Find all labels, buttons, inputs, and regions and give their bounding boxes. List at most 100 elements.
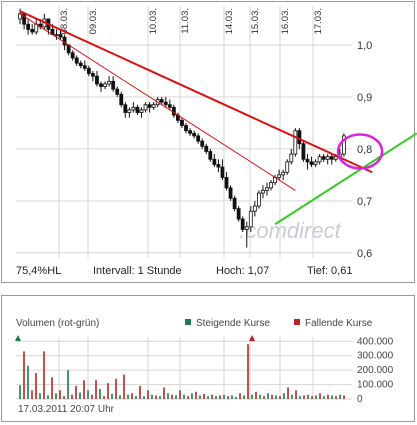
price-x-tick-label: 16.03. [280, 8, 291, 34]
candle-body [317, 156, 322, 163]
candle-body [325, 156, 330, 160]
candle-body [289, 153, 294, 163]
price-x-tick-label: 09.03. [88, 8, 99, 34]
candle-body [204, 145, 209, 152]
price-x-tick-label: 15.03. [250, 8, 261, 34]
candle-body [135, 106, 140, 113]
candle-body [143, 104, 148, 111]
candle-body [26, 23, 31, 30]
price-y-tick-label: 0,7 [357, 196, 372, 208]
volume-title: Volumen (rot-grün) [16, 318, 99, 329]
candle-body [127, 109, 132, 113]
candle-body [82, 65, 87, 69]
legend-rising-label: Steigende Kurse [196, 318, 270, 329]
volume-y-labels: 400.000 300.000 200.000 100.000 0 [357, 336, 394, 405]
candle-body [159, 99, 164, 103]
volume-bars [19, 344, 345, 399]
price-x-tick-label: 11.03. [180, 8, 191, 34]
volume-arrows [15, 335, 255, 341]
volume-grid [16, 337, 352, 400]
price-y-labels: 1,0 0,9 0,8 0,7 0,6 [357, 40, 372, 260]
price-grid [16, 6, 352, 258]
info-low: Tief: 0,61 [307, 265, 353, 277]
candle-body [265, 187, 269, 191]
candle-body [95, 75, 99, 85]
candle-body [309, 161, 314, 165]
candle-body [261, 190, 265, 194]
price-x-tick-label: 17.03. [313, 8, 324, 34]
candle-body [99, 83, 103, 87]
candle-body [70, 52, 75, 59]
candle-body [196, 135, 201, 142]
candle-body [74, 57, 79, 64]
legend-falling-label: Fallende Kurse [305, 318, 373, 329]
highlight-marker [336, 133, 384, 170]
candle-body [107, 80, 112, 85]
candle-body [151, 104, 156, 108]
candle-body [200, 140, 205, 147]
candle-body [329, 156, 334, 160]
candle-body [78, 62, 83, 67]
price-x-labels: 08.03. 09.03. 10.03. 11.03. 14.03. 15.03. 16.0… [59, 8, 324, 34]
price-y-tick-label: 0,6 [357, 248, 372, 260]
candle-body [167, 104, 172, 108]
price-x-tick-label: 08.03. [59, 8, 70, 34]
info-high: Hoch: 1,07 [216, 265, 270, 277]
candle-body [119, 93, 124, 106]
candle-body [212, 158, 217, 165]
candle-body [236, 208, 241, 220]
candle-body [180, 119, 184, 126]
candle-body [86, 67, 91, 74]
candle-body [216, 164, 221, 168]
highlight-circle [336, 133, 384, 170]
candle-body [192, 132, 197, 137]
candle-body [184, 125, 188, 132]
info-interval: Intervall: 1 Stunde [93, 265, 182, 277]
candle-body [58, 34, 63, 38]
price-y-tick-label: 0,8 [357, 144, 372, 156]
candle-body [244, 226, 249, 230]
volume-overflow-arrow-rising [15, 335, 21, 341]
candle-body [224, 177, 229, 189]
candle-body [277, 174, 282, 178]
volume-chart-panel [1, 295, 415, 422]
candle-body [301, 143, 306, 160]
trendline [19, 10, 373, 174]
candle-body [305, 158, 310, 163]
price-x-tick-label: 10.03. [148, 8, 159, 34]
candle-body [248, 210, 253, 228]
candle-body [139, 109, 144, 113]
volume-y-tick-label: 200.000 [357, 365, 394, 376]
candle-body [54, 34, 59, 36]
candle-body [115, 88, 120, 95]
candle-body [188, 130, 192, 134]
candle-body [163, 101, 168, 106]
candle-body [91, 73, 95, 77]
candle-body [103, 83, 107, 87]
price-y-tick-label: 0,9 [357, 92, 372, 104]
volume-y-tick-label: 100.000 [357, 380, 394, 391]
candle-body [342, 135, 346, 155]
candle-body [269, 182, 273, 189]
volume-overflow-arrow-falling [249, 335, 255, 341]
price-chart: .comdirect 08.03. 09.03. 10.03. 11.03. 14.03… [16, 6, 417, 260]
watermark: .comdirect [239, 218, 341, 243]
candle-body [321, 156, 326, 160]
candle-body [30, 28, 35, 33]
candle-body [232, 197, 237, 210]
candle-body [313, 161, 318, 165]
candle-body [293, 130, 298, 155]
candle-body [285, 161, 290, 173]
candle-body [228, 187, 233, 199]
legend-rising-swatch [185, 319, 191, 325]
volume-y-tick-label: 0 [357, 394, 363, 405]
trendline [19, 13, 296, 191]
trendlines [19, 10, 417, 226]
candles [18, 8, 346, 248]
candle-body [281, 171, 286, 176]
trendline [274, 132, 417, 226]
legend-falling-swatch [294, 319, 300, 325]
volume-y-tick-label: 300.000 [357, 351, 394, 362]
candle-body [220, 166, 225, 178]
